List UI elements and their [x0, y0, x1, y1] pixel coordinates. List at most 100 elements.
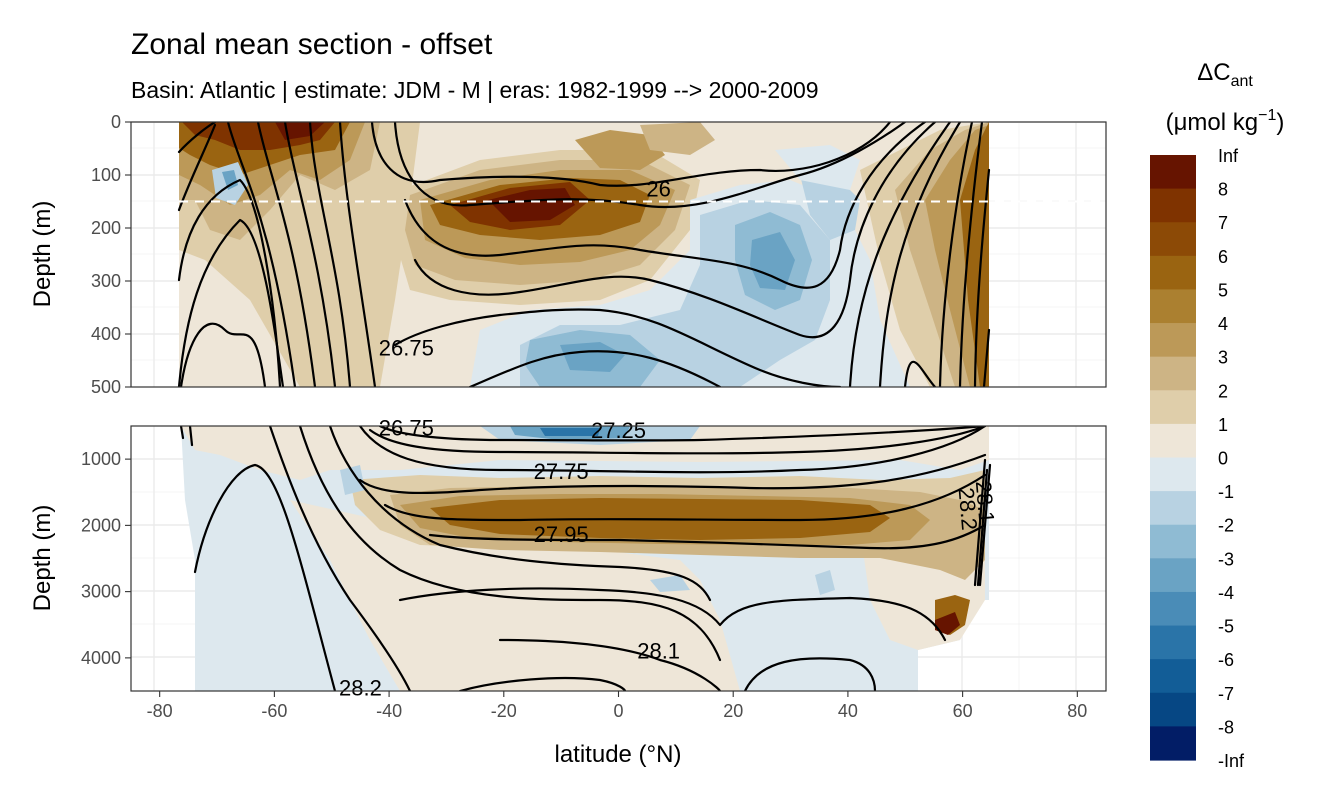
- field-patch: [222, 170, 238, 190]
- legend-color-swatch: [1150, 558, 1196, 593]
- field-patch: [340, 465, 365, 495]
- x-tick-label: 0: [613, 701, 623, 721]
- legend-title-subscript: ant: [1231, 73, 1254, 90]
- density-contour: [328, 426, 712, 602]
- legend-break-label: -4: [1218, 583, 1234, 603]
- contour-label: 28.1: [637, 639, 680, 664]
- contour-label: 26.75: [379, 335, 434, 360]
- legend-color-swatch: [1150, 423, 1196, 459]
- legend-labels: Inf 8 7 6 5 4 3 2 1 0 -1 -2 -3 -4 -5 -6 -7 -8 -Inf: [1218, 146, 1245, 771]
- legend-title: ΔCant: [1197, 59, 1253, 90]
- chart-subtitle: Basin: Atlantic | estimate: JDM - M | er…: [131, 77, 819, 103]
- density-contour: [226, 122, 297, 387]
- legend-color-swatch: [1150, 323, 1196, 358]
- field-patch: [575, 130, 665, 170]
- legend-colorbar: [1150, 155, 1196, 761]
- contour-label: 28.1: [971, 480, 1000, 525]
- density-contour: [177, 122, 217, 154]
- density-contour: [338, 122, 377, 387]
- y-tick-label: 200: [91, 218, 121, 238]
- x-tick-label: -80: [147, 701, 173, 721]
- legend-units: (μmol kg−1): [1166, 107, 1285, 136]
- density-contour: [256, 122, 317, 387]
- y-tick-label: 400: [91, 324, 121, 344]
- legend-color-swatch: [1150, 188, 1196, 223]
- legend-units-prefix: (μmol kg: [1166, 109, 1259, 136]
- density-contour: [743, 657, 877, 691]
- legend-break-label: 8: [1218, 180, 1228, 200]
- legend-color-swatch: [1150, 155, 1196, 190]
- field-patch: [775, 145, 860, 190]
- density-contour: [358, 426, 987, 474]
- density-contour: [976, 468, 989, 587]
- density-contour: [383, 473, 987, 522]
- legend-color-swatch: [1150, 726, 1196, 761]
- legend-break-label: -Inf: [1218, 751, 1245, 771]
- density-contour: [982, 328, 991, 387]
- legend-break-label: 4: [1218, 314, 1228, 334]
- y-tick-label: 300: [91, 271, 121, 291]
- chart-title: Zonal mean section - offset: [131, 28, 493, 61]
- density-contour: [177, 178, 282, 387]
- density-contour: [370, 122, 892, 187]
- lower-y-axis: 1000 2000 3000 4000: [81, 449, 131, 668]
- legend-color-swatch: [1150, 356, 1196, 391]
- x-tick-label: -40: [376, 701, 402, 721]
- legend-color-swatch: [1150, 692, 1196, 727]
- legend-break-label: -6: [1218, 650, 1234, 670]
- legend-color-swatch: [1150, 491, 1196, 526]
- upper-y-axis: 0 100 200 300 400 500: [91, 112, 131, 397]
- density-contour: [938, 122, 974, 387]
- legend-units-superscript: −1: [1258, 107, 1276, 124]
- y-axis-title-upper: Depth (m): [29, 201, 56, 308]
- y-tick-label: 4000: [81, 648, 121, 668]
- legend-color-swatch: [1150, 524, 1196, 559]
- legend: ΔCant (μmol kg−1) Inf 8 7 6 5 4 3 2 1 0 -1 -2 -3 -4 -5…: [1150, 59, 1284, 771]
- density-contour: [958, 122, 984, 387]
- density-contour: [973, 458, 987, 587]
- density-contour: [393, 122, 907, 209]
- field-patch: [488, 188, 575, 222]
- legend-break-label: -7: [1218, 684, 1234, 704]
- legend-break-label: -5: [1218, 617, 1234, 637]
- x-tick-label: -20: [491, 701, 517, 721]
- density-contour: [468, 350, 722, 387]
- y-tick-label: 0: [111, 112, 121, 132]
- x-axis: -80 -60 -40 -20 0 20 40 60 80: [147, 691, 1087, 721]
- density-contour: [878, 122, 962, 387]
- density-contour: [179, 322, 267, 387]
- legend-color-swatch: [1150, 625, 1196, 660]
- density-contour: [179, 426, 185, 440]
- density-contour: [498, 638, 722, 691]
- upper-contour-labels: 26 26.75: [379, 176, 671, 360]
- legend-break-label: Inf: [1218, 146, 1239, 166]
- upper-panel-field: [179, 122, 989, 387]
- x-tick-label: 60: [953, 701, 973, 721]
- contour-label: 28.2: [954, 486, 983, 531]
- legend-break-label: 5: [1218, 280, 1228, 300]
- legend-break-label: -8: [1218, 717, 1234, 737]
- legend-break-label: 6: [1218, 247, 1228, 267]
- density-contour: [298, 426, 722, 662]
- contour-label: 27.75: [534, 459, 589, 484]
- legend-color-swatch: [1150, 289, 1196, 324]
- contour-label: 28.2: [339, 676, 382, 701]
- legend-title-main: ΔC: [1197, 59, 1230, 86]
- lower-panel-contours: [179, 426, 992, 691]
- density-contour: [458, 676, 627, 691]
- density-contour: [393, 308, 842, 387]
- legend-color-swatch: [1150, 390, 1196, 425]
- legend-color-swatch: [1150, 222, 1196, 257]
- contour-label: 27.95: [534, 522, 589, 547]
- field-patch: [935, 612, 960, 635]
- legend-color-swatch: [1150, 591, 1196, 627]
- density-contour: [193, 463, 337, 691]
- legend-break-label: 3: [1218, 348, 1228, 368]
- density-contour: [358, 453, 987, 495]
- field-patch: [960, 122, 989, 387]
- density-contour: [413, 122, 937, 339]
- legend-color-swatch: [1150, 255, 1196, 291]
